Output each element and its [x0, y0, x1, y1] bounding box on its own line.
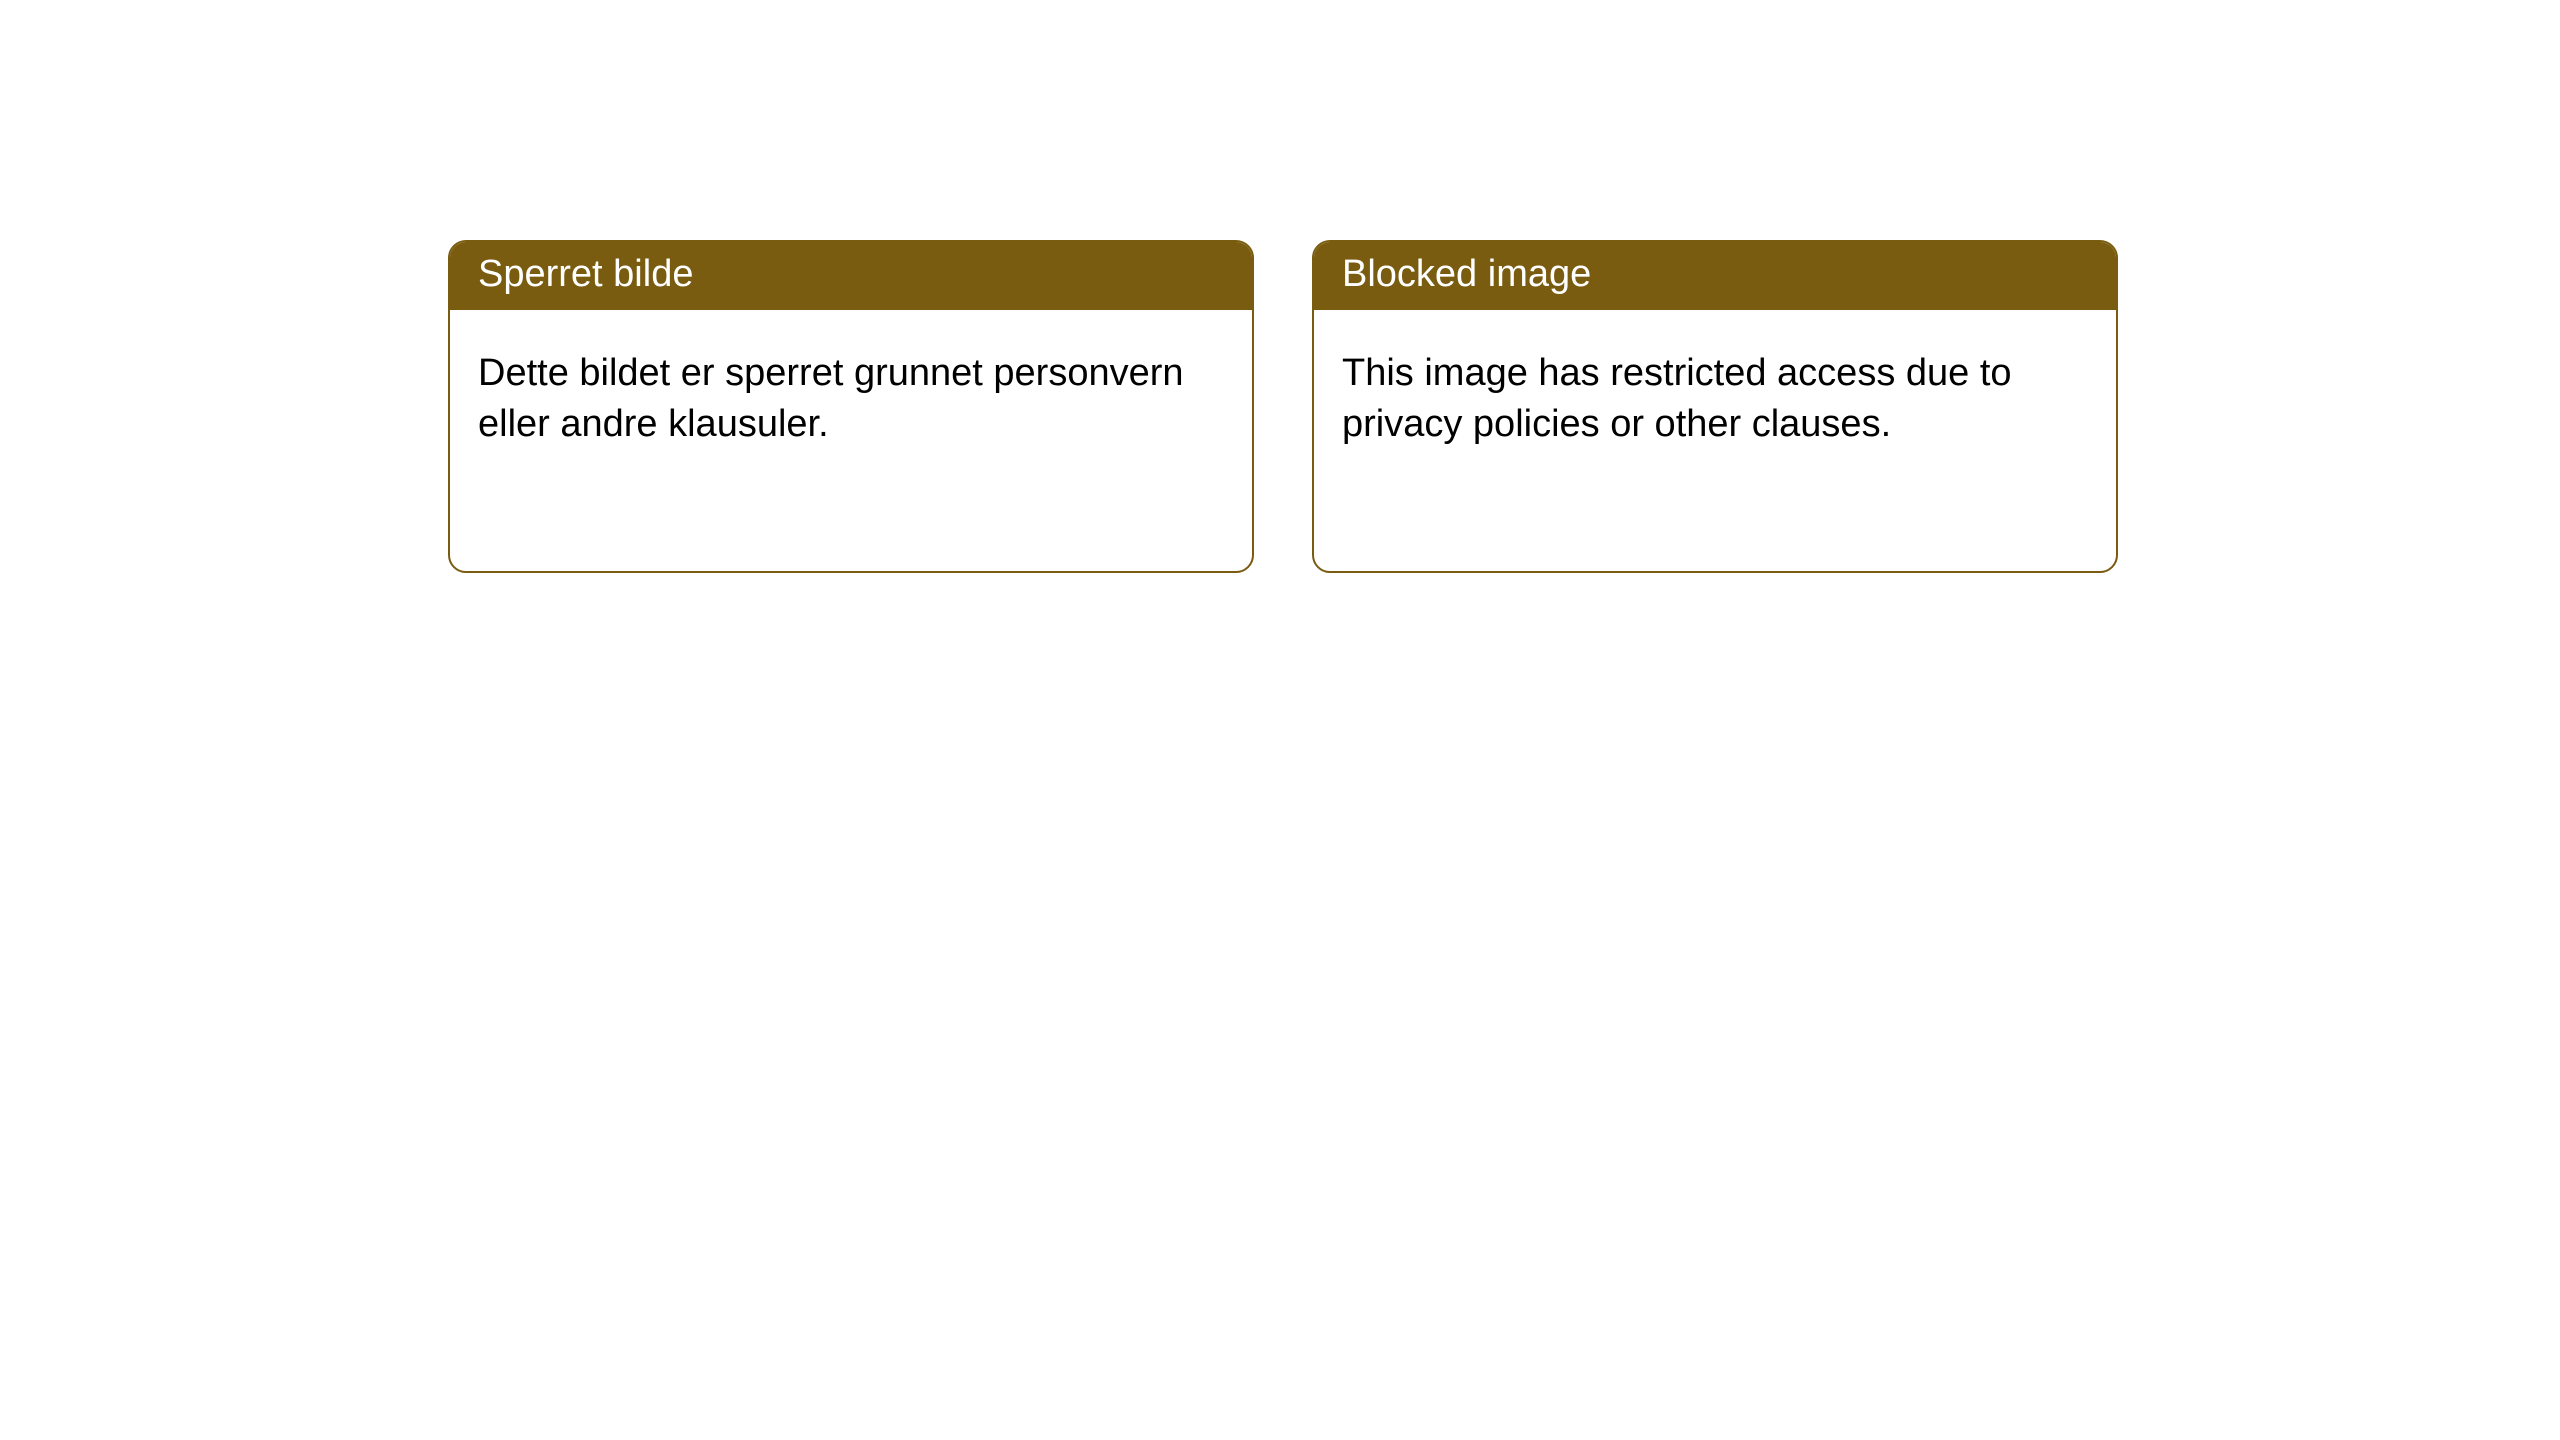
notice-body: Dette bildet er sperret grunnet personve… [450, 310, 1252, 489]
notice-box-english: Blocked image This image has restricted … [1312, 240, 2118, 573]
notice-body: This image has restricted access due to … [1314, 310, 2116, 489]
notice-message: Dette bildet er sperret grunnet personve… [478, 352, 1184, 445]
notice-title: Sperret bilde [478, 253, 693, 295]
notice-message: This image has restricted access due to … [1342, 352, 2012, 445]
notice-container: Sperret bilde Dette bildet er sperret gr… [0, 0, 2560, 573]
notice-header: Blocked image [1314, 242, 2116, 310]
notice-box-norwegian: Sperret bilde Dette bildet er sperret gr… [448, 240, 1254, 573]
notice-header: Sperret bilde [450, 242, 1252, 310]
notice-title: Blocked image [1342, 253, 1591, 295]
